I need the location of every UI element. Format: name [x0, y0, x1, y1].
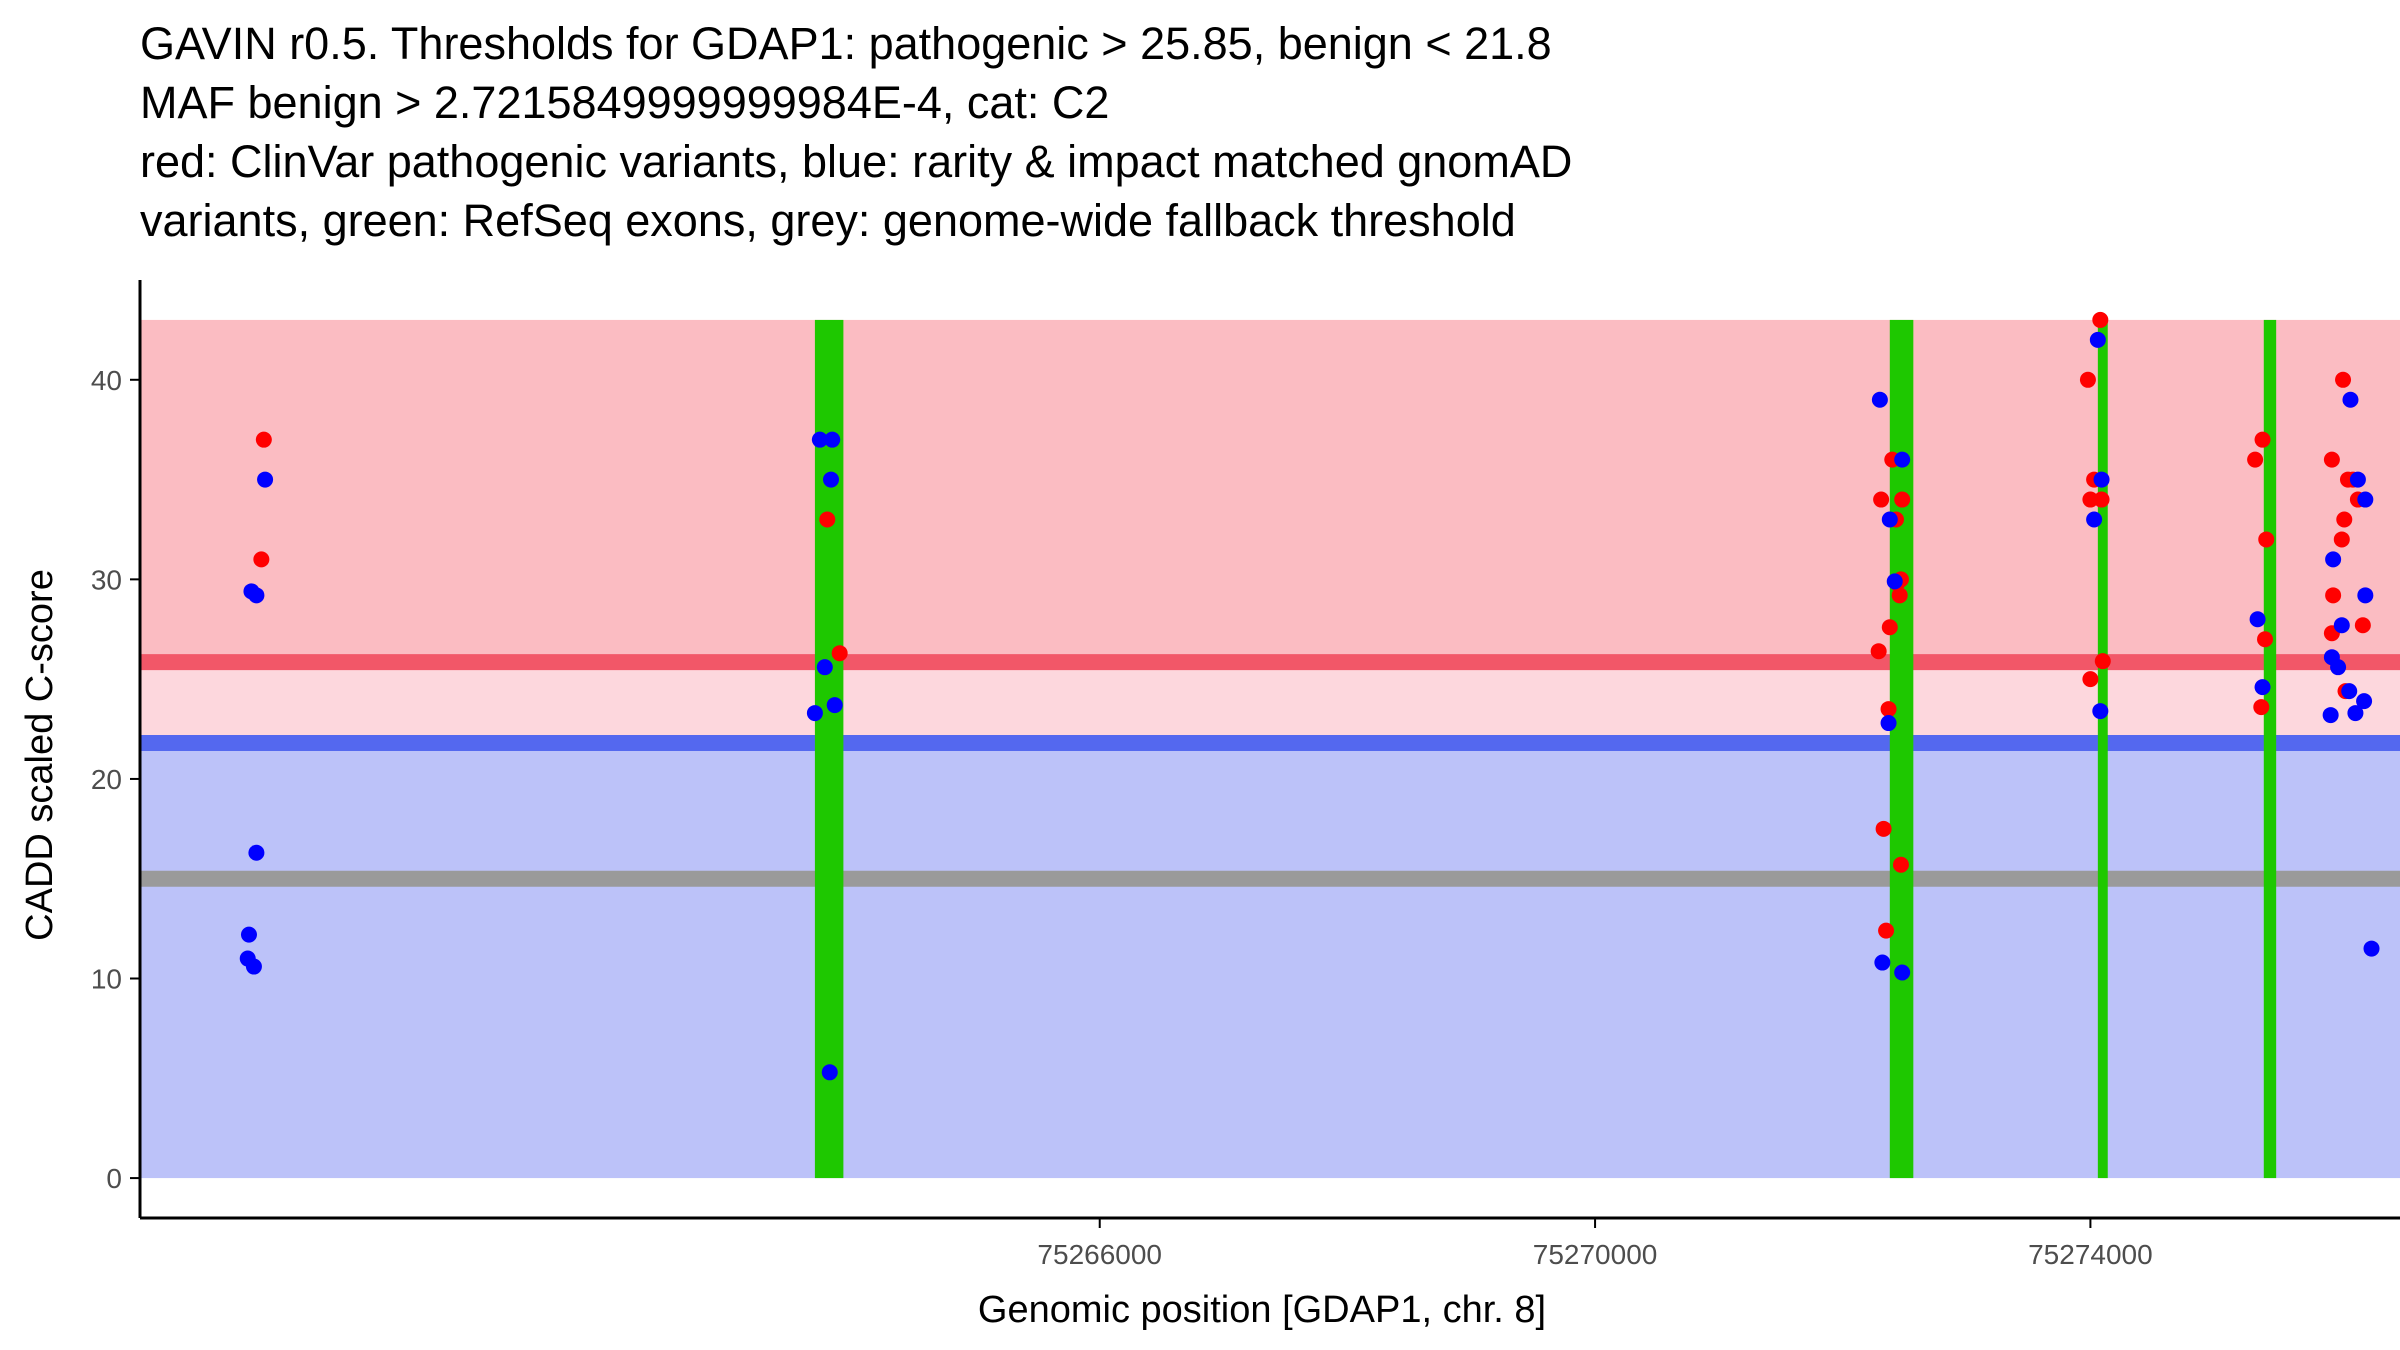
gnomad-point	[2093, 471, 2110, 488]
threshold-lines	[140, 654, 2400, 887]
clinvar-point	[831, 645, 848, 662]
x-axis-title: Genomic position [GDAP1, chr. 8]	[978, 1289, 1546, 1331]
gnomad-point	[2092, 703, 2109, 720]
gnomad-point	[1894, 451, 1911, 468]
x-tick-label: 75274000	[2028, 1239, 2153, 1270]
clinvar-point	[2079, 371, 2096, 388]
y-tick-label: 10	[91, 964, 122, 995]
clinvar-point	[1870, 643, 1887, 660]
clinvar-point	[1881, 619, 1898, 636]
gnomad-point	[2333, 617, 2350, 634]
clinvar-point	[253, 551, 270, 568]
clinvar-point	[1878, 922, 1895, 939]
clinvar-point	[2082, 491, 2099, 508]
gnomad-point	[2357, 491, 2374, 508]
clinvar-point	[1880, 701, 1897, 718]
gnomad-point	[821, 1064, 838, 1081]
gnomad-point	[1881, 511, 1898, 528]
y-axis-title: CADD scaled C-score	[19, 569, 61, 941]
gnomad-point	[1894, 964, 1911, 981]
gnomad-point	[811, 431, 828, 448]
pathogenic-region	[140, 319, 2400, 663]
gnomad-point	[2347, 705, 2364, 722]
gnomad-point	[2341, 683, 2358, 700]
gnomad-point	[1880, 715, 1897, 732]
gnomad-point	[2357, 587, 2374, 604]
gnomad-point	[248, 587, 265, 604]
exon-bar-1	[814, 319, 844, 1179]
clinvar-point	[1894, 491, 1911, 508]
clinvar-point	[2257, 631, 2274, 648]
clinvar-point	[2093, 491, 2110, 508]
clinvar-point	[1875, 820, 1892, 837]
clinvar-point	[2253, 699, 2270, 716]
exon-bar-2	[1889, 319, 1914, 1179]
gnomad-point	[816, 659, 833, 676]
gnomad-point	[1874, 954, 1891, 971]
gnomad-point	[2325, 551, 2342, 568]
gnomad-point	[2086, 511, 2103, 528]
clinvar-point	[2092, 311, 2109, 328]
clinvar-point	[2254, 431, 2271, 448]
clinvar-point	[2336, 511, 2353, 528]
clinvar-point	[1873, 491, 1890, 508]
gnomad-point	[2356, 693, 2373, 710]
gnomad-point	[826, 697, 843, 714]
axes: 0 10 20 30 40 75266000 75270000 75274000	[91, 280, 2400, 1270]
clinvar-point	[1891, 587, 1908, 604]
gnomad-point	[2363, 940, 2380, 957]
threshold-regions	[140, 319, 2400, 1179]
gnomad-point	[1886, 573, 1903, 590]
gnomad-point	[257, 471, 274, 488]
clinvar-point	[2082, 671, 2099, 688]
clinvar-point	[2247, 451, 2264, 468]
grey-zone-region	[140, 662, 2400, 744]
gnomad-point	[2254, 679, 2271, 696]
clinvar-point	[2325, 587, 2342, 604]
y-tick-label: 40	[91, 365, 122, 396]
x-tick-label: 75270000	[1533, 1239, 1658, 1270]
gnomad-point	[2330, 659, 2347, 676]
clinvar-point	[2323, 451, 2340, 468]
clinvar-point	[1892, 856, 1909, 873]
gnomad-point	[823, 471, 840, 488]
gnomad-point	[248, 844, 265, 861]
gnomad-point	[2249, 611, 2266, 628]
gnomad-point	[2349, 471, 2366, 488]
clinvar-point	[2335, 371, 2352, 388]
exon-bar-4	[2263, 319, 2277, 1179]
gnomad-point	[2342, 391, 2359, 408]
benign-region	[140, 743, 2400, 1179]
gnomad-point	[240, 926, 257, 943]
title-line-1: GAVIN r0.5. Thresholds for GDAP1: pathog…	[140, 18, 1552, 69]
title-line-3: red: ClinVar pathogenic variants, blue: …	[140, 136, 1573, 187]
y-tick-label: 30	[91, 564, 122, 595]
gnomad-point	[824, 431, 841, 448]
clinvar-point	[2094, 653, 2111, 670]
gnomad-point	[1871, 391, 1888, 408]
y-tick-label: 0	[106, 1163, 122, 1194]
gnomad-point	[806, 705, 823, 722]
gnomad-point	[245, 958, 262, 975]
exon-bar-3	[2097, 319, 2108, 1179]
gnomad-point	[2089, 331, 2106, 348]
clinvar-point	[2333, 531, 2350, 548]
clinvar-point	[819, 511, 836, 528]
clinvar-point	[2258, 531, 2275, 548]
clinvar-point	[255, 431, 272, 448]
x-tick-label: 75266000	[1037, 1239, 1162, 1270]
y-tick-label: 20	[91, 764, 122, 795]
clinvar-point	[2354, 617, 2371, 634]
gnomad-point	[2322, 707, 2339, 724]
title-line-4: variants, green: RefSeq exons, grey: gen…	[140, 195, 1516, 246]
chart-title: GAVIN r0.5. Thresholds for GDAP1: pathog…	[140, 14, 2340, 250]
variant-points	[239, 311, 2380, 1081]
title-line-2: MAF benign > 2.7215849999999984E-4, cat:…	[140, 77, 1110, 128]
